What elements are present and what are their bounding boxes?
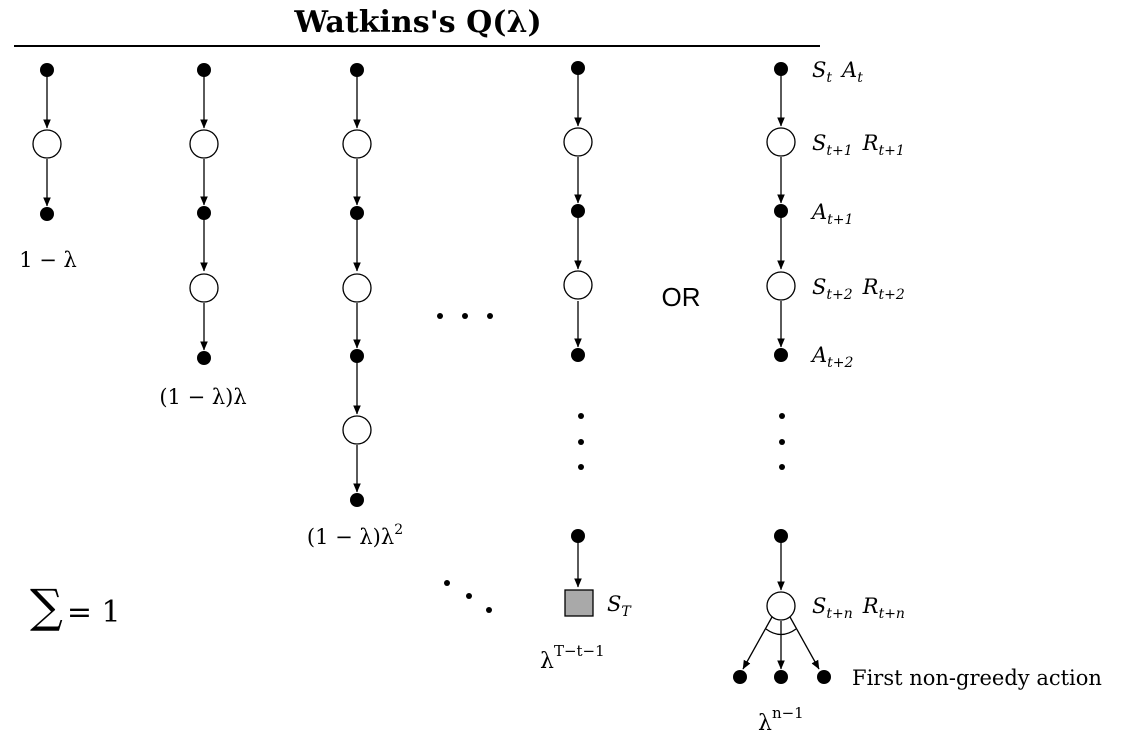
state-node bbox=[766, 591, 796, 621]
action-node bbox=[350, 493, 364, 507]
vertical-ellipsis-dot bbox=[779, 464, 785, 470]
action-node bbox=[774, 62, 788, 76]
ellipsis-diagonal bbox=[444, 580, 492, 613]
ellipsis-dot bbox=[486, 607, 492, 613]
state-node bbox=[766, 127, 796, 157]
action-node bbox=[197, 351, 211, 365]
ellipsis-dot bbox=[444, 580, 450, 586]
ellipsis-horizontal bbox=[437, 313, 493, 319]
vertical-ellipsis-dot bbox=[578, 464, 584, 470]
action-node bbox=[774, 529, 788, 543]
action-node bbox=[733, 670, 747, 684]
action-node bbox=[40, 207, 54, 221]
vertical-ellipsis-dot bbox=[578, 413, 584, 419]
label-at1: At+1 bbox=[810, 200, 853, 228]
or-label: OR bbox=[662, 282, 701, 312]
label-st-at: St At bbox=[812, 58, 863, 86]
backup-column-3 bbox=[342, 63, 372, 507]
vertical-ellipsis-dot bbox=[779, 439, 785, 445]
state-node bbox=[32, 129, 62, 159]
backup-column-2 bbox=[189, 63, 219, 365]
action-node bbox=[571, 529, 585, 543]
action-node bbox=[40, 63, 54, 77]
action-node bbox=[350, 206, 364, 220]
state-node bbox=[766, 271, 796, 301]
action-node bbox=[350, 63, 364, 77]
label-stn-rtn: St+n Rt+n bbox=[812, 594, 905, 622]
ellipsis-dot bbox=[466, 593, 472, 599]
weight-label-2: (1 − λ)λ bbox=[159, 385, 246, 409]
state-node bbox=[342, 129, 372, 159]
diagram-title: Watkins's Q(λ) bbox=[293, 5, 541, 40]
branch-arrow bbox=[742, 616, 773, 670]
vertical-ellipsis-dot bbox=[578, 439, 584, 445]
action-node bbox=[774, 204, 788, 218]
weight-label-3: (1 − λ)λ2 bbox=[307, 522, 403, 549]
branch-arc bbox=[765, 628, 797, 636]
label-at2: At+2 bbox=[810, 343, 854, 371]
weight-label-5: λn−1 bbox=[758, 704, 804, 736]
state-node bbox=[189, 273, 219, 303]
state-node bbox=[563, 270, 593, 300]
action-node bbox=[571, 61, 585, 75]
backup-column-4 bbox=[563, 61, 594, 617]
ellipsis-dot bbox=[462, 313, 468, 319]
action-node bbox=[774, 670, 788, 684]
weight-label-4: λT−t−1 bbox=[540, 642, 605, 674]
label-st2-rt2: St+2 Rt+2 bbox=[812, 275, 905, 303]
state-node bbox=[342, 273, 372, 303]
weight-label-1: 1 − λ bbox=[19, 248, 77, 272]
sum-label: ∑ = 1 bbox=[30, 579, 121, 633]
action-node bbox=[197, 206, 211, 220]
first-nongreedy-label: First non-greedy action bbox=[852, 666, 1102, 690]
vertical-ellipsis-dot bbox=[779, 413, 785, 419]
label-s-terminal: ST bbox=[607, 592, 632, 620]
ellipsis-dot bbox=[487, 313, 493, 319]
state-node bbox=[342, 415, 372, 445]
state-node bbox=[563, 127, 593, 157]
action-node bbox=[774, 348, 788, 362]
ellipsis-dot bbox=[437, 313, 443, 319]
action-node bbox=[571, 348, 585, 362]
action-node bbox=[817, 670, 831, 684]
branch-arrow bbox=[789, 616, 820, 670]
action-node bbox=[571, 204, 585, 218]
state-node bbox=[189, 129, 219, 159]
label-st1-rt1: St+1 Rt+1 bbox=[812, 131, 905, 159]
terminal-state-node bbox=[564, 589, 594, 617]
backup-column-5 bbox=[733, 62, 831, 684]
backup-column-1 bbox=[32, 63, 62, 221]
action-node bbox=[350, 349, 364, 363]
action-node bbox=[197, 63, 211, 77]
